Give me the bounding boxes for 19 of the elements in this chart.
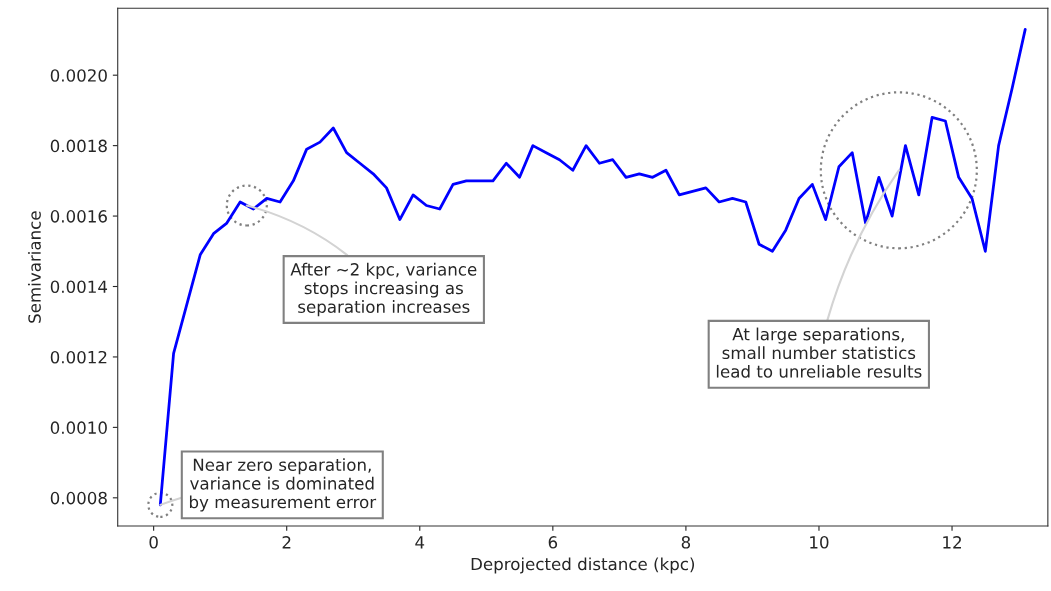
y-tick-label: 0.0012 <box>50 350 107 364</box>
annotation: Near zero separation, variance is dominated by measurement error <box>189 458 377 512</box>
y-tick-label: 0.0008 <box>50 491 107 505</box>
x-tick-label: 12 <box>943 536 961 549</box>
x-tick-label: 0 <box>149 536 158 549</box>
y-tick-label: 0.0014 <box>50 280 108 294</box>
y-tick-label: 0.0018 <box>50 139 107 153</box>
annotation: At large separations, small number statistics lead to unreliable results <box>716 327 922 378</box>
y-tick-label: 0.0020 <box>50 69 107 82</box>
x-tick-label: 10 <box>810 536 829 549</box>
y-axis-title: Semivariance <box>27 211 41 323</box>
y-tick-label: 0.0016 <box>50 210 107 223</box>
x-axis-title: Deprojected distance (kpc) <box>471 557 695 574</box>
y-tick-label: 0.0010 <box>50 421 107 434</box>
annotation: After ~2 kpc, variance stops increasing as separation increases <box>290 262 477 317</box>
x-tick-label: 4 <box>415 536 425 549</box>
x-tick-label: 8 <box>681 536 691 549</box>
x-tick-label: 6 <box>548 536 558 549</box>
x-tick-label: 2 <box>282 536 291 549</box>
